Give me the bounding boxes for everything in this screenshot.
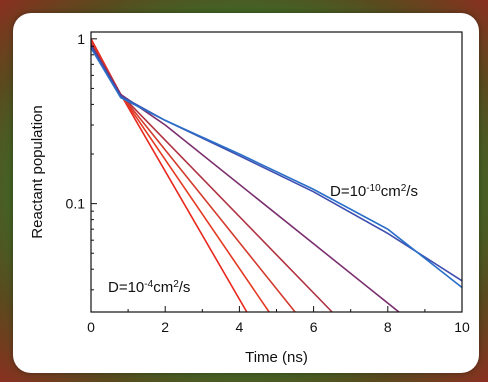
y-tick-label: 0.1 bbox=[66, 196, 86, 212]
x-tick-label: 4 bbox=[236, 319, 244, 335]
annotation-sup: 2 bbox=[173, 279, 179, 290]
annotation-text: D=10 bbox=[330, 183, 366, 200]
series-line-0 bbox=[90, 38, 248, 313]
series-line-5 bbox=[90, 45, 463, 282]
y-tick-label: 1 bbox=[77, 31, 85, 47]
x-ticks: 0 2 4 6 8 10 bbox=[87, 306, 470, 335]
series-line-4 bbox=[90, 44, 400, 313]
annotation-text: /s bbox=[179, 279, 191, 296]
x-tick-label: 10 bbox=[454, 319, 470, 335]
series-line-6 bbox=[90, 47, 463, 289]
series-group bbox=[90, 38, 463, 313]
annotation-text: cm bbox=[381, 183, 401, 200]
annotation-sup: -10 bbox=[366, 183, 381, 194]
x-tick-label: 0 bbox=[87, 319, 95, 335]
annotation-sup: -4 bbox=[144, 279, 153, 290]
annotation-text: /s bbox=[406, 183, 418, 200]
x-tick-label: 6 bbox=[310, 319, 318, 335]
annotation-slow-diffusion: D=10-10cm2/s bbox=[330, 183, 418, 201]
y-ticks: 10.1 bbox=[66, 31, 97, 291]
annotation-fast-diffusion: D=10-4cm2/s bbox=[108, 279, 190, 297]
annotation-text: cm bbox=[153, 279, 173, 296]
series-line-3 bbox=[90, 43, 333, 313]
x-tick-label: 2 bbox=[161, 319, 169, 335]
annotation-sup: 2 bbox=[401, 183, 407, 194]
series-line-2 bbox=[90, 42, 296, 313]
y-axis-label: Reactant population bbox=[29, 105, 46, 238]
annotation-text: D=10 bbox=[108, 279, 144, 296]
x-tick-label: 8 bbox=[384, 319, 392, 335]
x-axis-label: Time (ns) bbox=[245, 349, 308, 366]
series-line-1 bbox=[90, 40, 270, 313]
